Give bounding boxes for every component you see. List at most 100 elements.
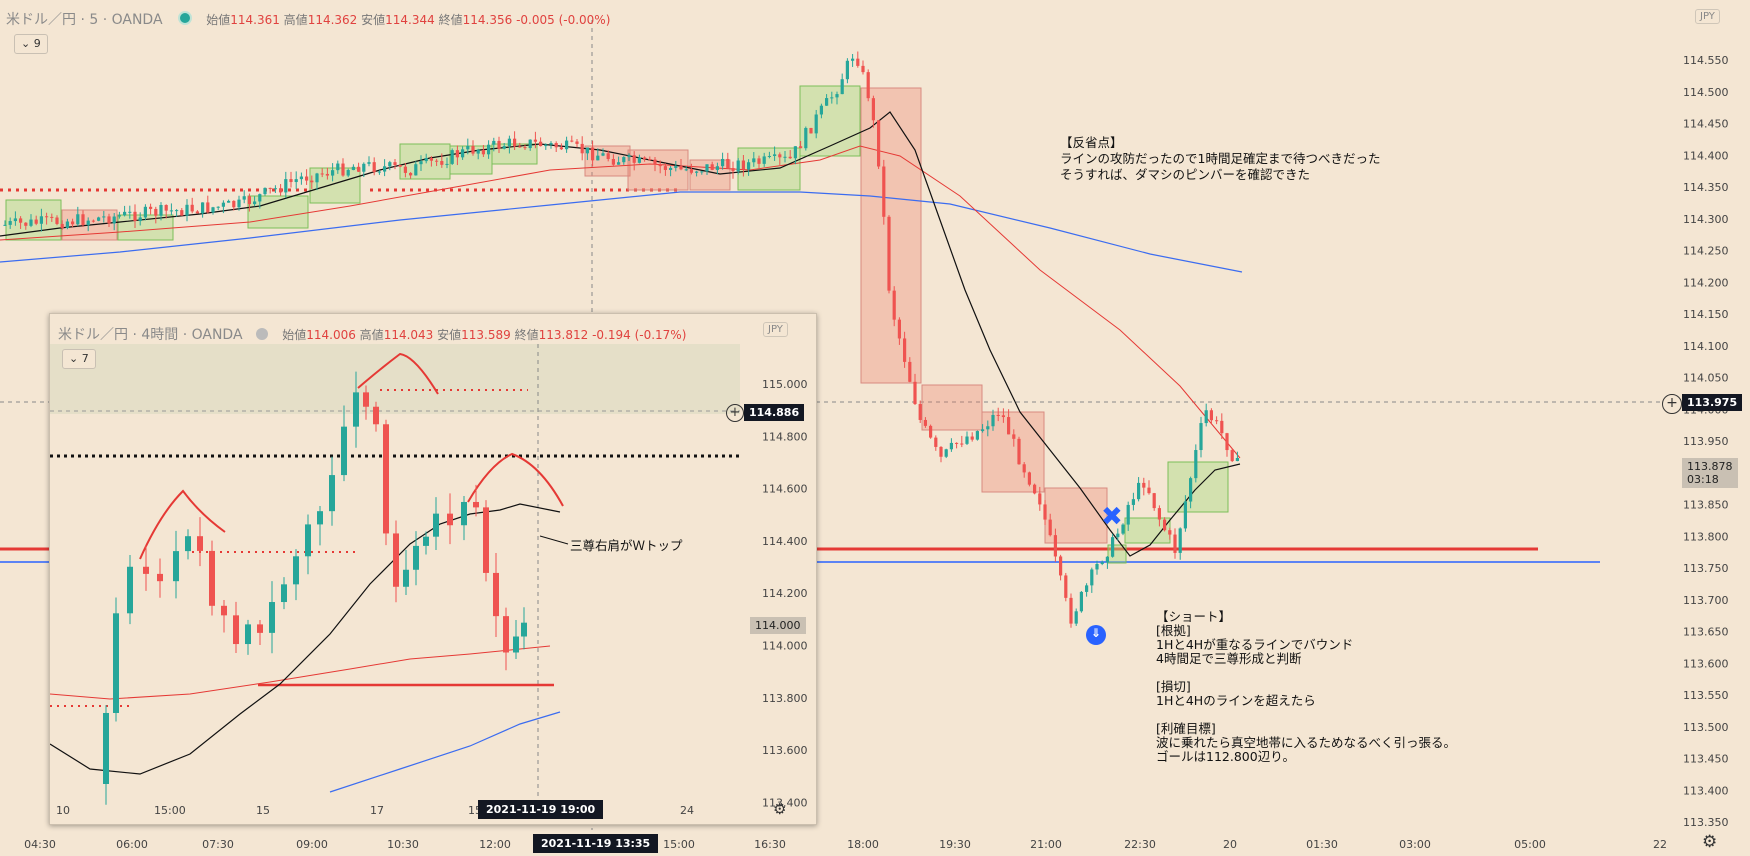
candle-body (398, 165, 402, 167)
candle-body (367, 162, 371, 164)
inset-fast-ma (50, 503, 561, 775)
candle-body (268, 187, 272, 189)
candle-body (1209, 410, 1213, 421)
candle-body (1173, 534, 1177, 553)
sell-arrow-icon: ⇓ (1086, 625, 1106, 645)
candle-body (502, 146, 506, 149)
candle-body (39, 216, 43, 224)
candle-body (1043, 504, 1047, 520)
y-tick-label: 114.500 (1683, 86, 1729, 99)
candle-body (1059, 556, 1063, 576)
candle-body (185, 204, 189, 216)
candle-body (169, 210, 173, 212)
candle-body (934, 437, 938, 447)
candle-body (939, 446, 943, 457)
inset-candle-body (127, 566, 133, 614)
candle-body (435, 160, 439, 162)
htf-candle-box (981, 411, 1045, 493)
inset-4h-chart[interactable]: 115.000 114.800 114.600 114.400 114.200 114.0… (49, 313, 817, 825)
candle-body (513, 138, 517, 147)
candle-body (1189, 478, 1193, 502)
settings-gear-icon[interactable]: ⚙ (1702, 832, 1718, 852)
inset-settings-gear-icon[interactable]: ⚙ (773, 800, 787, 818)
indicators-toggle-button[interactable]: ⌄ 9 (14, 34, 48, 54)
candle-body (710, 164, 714, 170)
candle-body (1048, 519, 1052, 536)
candle-body (1038, 493, 1042, 505)
candle-body (653, 159, 657, 165)
inset-add-alert-icon[interactable]: + (726, 404, 744, 422)
htf-candle-box (1124, 517, 1171, 544)
inset-y-tick-label: 114.600 (762, 483, 808, 496)
inset-candle-body (305, 524, 311, 557)
inset-candle-body (269, 602, 275, 633)
y-tick-label: 113.750 (1683, 562, 1729, 575)
candle-body (669, 167, 673, 170)
candle-body (331, 170, 335, 176)
fast-moving-average (0, 111, 1241, 557)
x-tick-label: 09:00 (296, 838, 328, 851)
candle-body (955, 442, 959, 444)
candle-body (13, 218, 17, 222)
candle-body (726, 158, 730, 169)
y-tick-label: 114.450 (1683, 118, 1729, 131)
candle-body (741, 160, 745, 170)
y-tick-label: 114.250 (1683, 245, 1729, 258)
candle-body (221, 202, 225, 207)
add-alert-icon[interactable]: + (1662, 394, 1682, 414)
candle-body (996, 414, 1000, 416)
x-tick-label: 12:00 (479, 838, 511, 851)
candle-body (383, 166, 387, 172)
candle-body (617, 162, 621, 165)
candle-body (289, 179, 293, 183)
y-tick-label: 114.400 (1683, 149, 1729, 162)
candle-body (247, 196, 251, 205)
candle-body (1183, 501, 1187, 529)
x-tick-label: 01:30 (1306, 838, 1338, 851)
candle-body (320, 173, 324, 175)
candle-body (149, 206, 153, 209)
inset-chart-canvas[interactable]: 115.000 114.800 114.600 114.400 114.200 114.0… (50, 314, 816, 824)
candle-body (882, 166, 886, 217)
candle-body (1012, 434, 1016, 439)
candle-body (887, 216, 891, 291)
inset-candle-body (185, 536, 191, 552)
candle-body (788, 156, 792, 159)
candle-body (991, 414, 995, 427)
candle-body (133, 211, 137, 222)
candle-body (372, 162, 376, 173)
candle-body (497, 140, 501, 149)
inset-currency-select[interactable]: JPY (763, 322, 788, 337)
candle-body (778, 154, 782, 158)
y-tick-label: 113.850 (1683, 499, 1729, 512)
y-tick-label: 113.500 (1683, 721, 1729, 734)
candle-body (632, 155, 636, 163)
inset-indicators-toggle-button[interactable]: ⌄ 7 (62, 349, 96, 369)
candle-body (539, 141, 543, 147)
cross-marker-icon: ✖ (1101, 502, 1123, 532)
candle-body (622, 157, 626, 163)
candle-body (871, 98, 875, 121)
candle-body (799, 146, 803, 149)
candle-body (700, 171, 704, 173)
candle-body (986, 426, 990, 430)
candle-body (471, 145, 475, 154)
candle-body (476, 149, 480, 154)
x-tick-label: 03:00 (1399, 838, 1431, 851)
candle-body (50, 216, 54, 218)
candle-body (585, 147, 589, 154)
candle-body (424, 158, 428, 162)
currency-select[interactable]: JPY (1695, 9, 1720, 24)
candle-body (648, 159, 652, 161)
candle-body (970, 436, 974, 440)
candle-body (429, 158, 433, 161)
candle-body (580, 143, 584, 154)
inset-symbol-title: 米ドル／円 · 4時間 · OANDA (58, 327, 243, 343)
note-reflection: 【反省点】 ラインの攻防だったので1時間足確定まで待つべきだった そうすれば、ダ… (1060, 135, 1381, 182)
candle-body (715, 166, 719, 170)
candle-body (273, 188, 277, 190)
candle-body (601, 153, 605, 156)
candle-body (1147, 487, 1151, 494)
inset-y-tick-label: 114.200 (762, 587, 808, 600)
